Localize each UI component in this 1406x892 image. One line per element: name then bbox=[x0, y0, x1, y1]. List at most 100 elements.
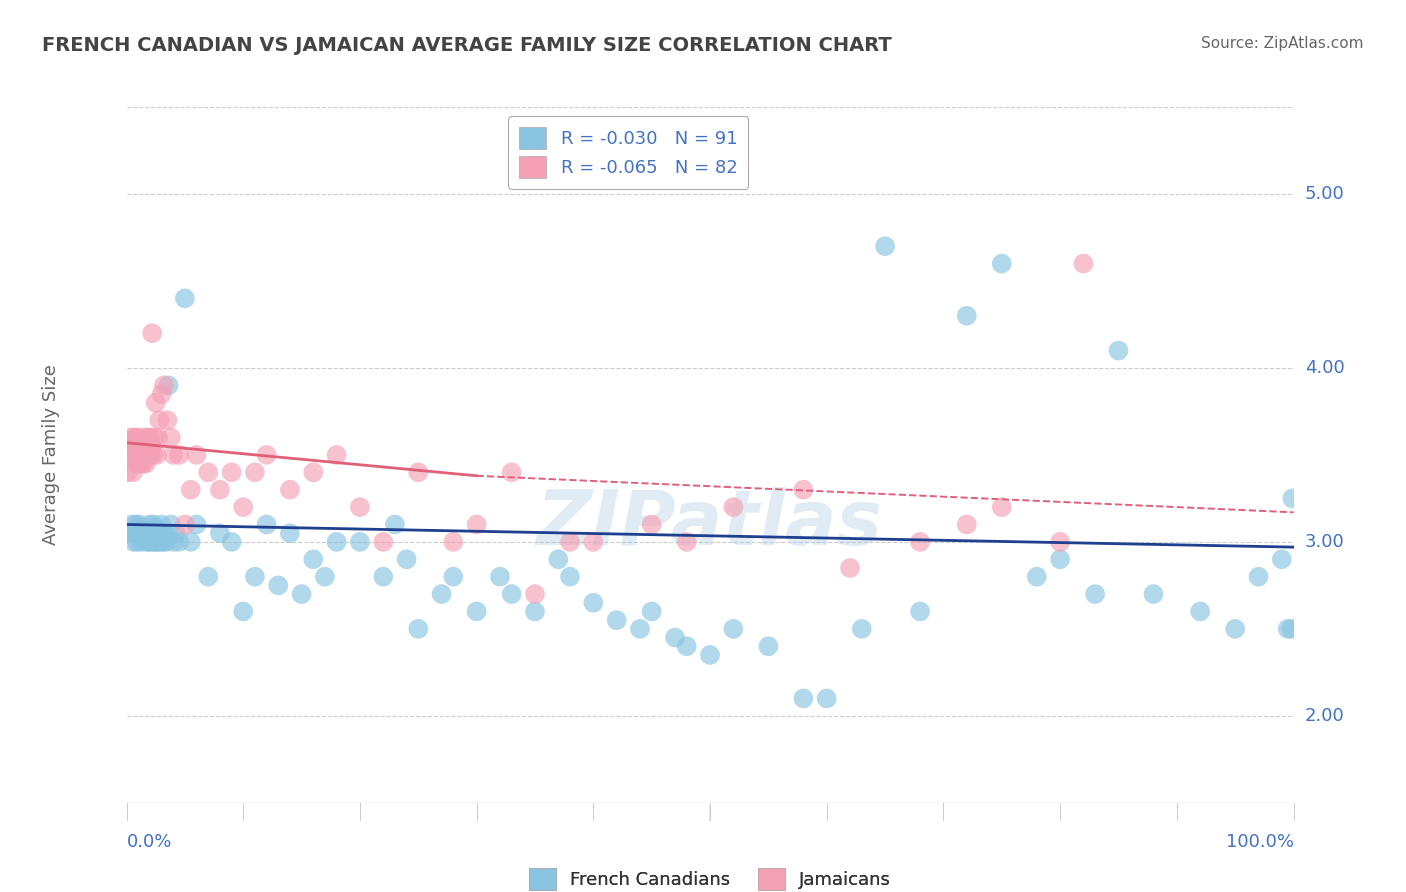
Point bbox=[138, 448, 160, 462]
Point bbox=[134, 448, 156, 462]
Point bbox=[129, 526, 152, 541]
Point bbox=[129, 457, 152, 471]
Point bbox=[122, 431, 145, 445]
Point bbox=[153, 526, 176, 541]
Point bbox=[723, 622, 745, 636]
Point bbox=[125, 517, 148, 532]
Point bbox=[208, 483, 231, 497]
Point bbox=[489, 570, 512, 584]
Point bbox=[582, 535, 605, 549]
Point bbox=[524, 587, 547, 601]
Point bbox=[1271, 552, 1294, 566]
Point bbox=[373, 570, 395, 584]
Point bbox=[373, 535, 395, 549]
Point bbox=[146, 448, 169, 462]
Point bbox=[132, 448, 155, 462]
Point bbox=[815, 691, 838, 706]
Point bbox=[524, 605, 547, 619]
Text: 0.0%: 0.0% bbox=[127, 833, 172, 851]
Point bbox=[141, 439, 163, 453]
Point bbox=[118, 439, 141, 453]
Point bbox=[606, 613, 628, 627]
Point bbox=[1073, 257, 1095, 271]
Point bbox=[208, 526, 231, 541]
Point bbox=[134, 524, 156, 539]
Point bbox=[349, 500, 371, 514]
Point bbox=[875, 239, 897, 253]
Point bbox=[125, 439, 148, 453]
Point bbox=[197, 466, 219, 480]
Point bbox=[136, 431, 159, 445]
Point bbox=[142, 517, 165, 532]
Point bbox=[139, 448, 162, 462]
Point bbox=[128, 517, 150, 532]
Point bbox=[141, 535, 163, 549]
Point bbox=[136, 439, 159, 453]
Point bbox=[152, 535, 174, 549]
Point bbox=[1025, 570, 1047, 584]
Point bbox=[143, 535, 166, 549]
Point bbox=[135, 535, 157, 549]
Text: 100.0%: 100.0% bbox=[1226, 833, 1294, 851]
Point bbox=[165, 526, 187, 541]
Point bbox=[129, 448, 152, 462]
Point bbox=[558, 535, 581, 549]
Point bbox=[131, 431, 153, 445]
Point bbox=[290, 587, 312, 601]
Point bbox=[186, 448, 208, 462]
Point bbox=[146, 526, 169, 541]
Point bbox=[129, 448, 152, 462]
Point bbox=[267, 578, 290, 592]
Point bbox=[1279, 622, 1302, 636]
Point bbox=[547, 552, 569, 566]
Point bbox=[1223, 622, 1247, 636]
Point bbox=[1142, 587, 1164, 601]
Point bbox=[149, 526, 172, 541]
Point bbox=[139, 517, 162, 532]
Point bbox=[243, 570, 266, 584]
Point bbox=[128, 448, 150, 462]
Point bbox=[148, 535, 170, 549]
Point bbox=[990, 257, 1012, 271]
Point bbox=[125, 535, 148, 549]
Point bbox=[125, 431, 148, 445]
Point bbox=[124, 526, 146, 541]
Point bbox=[121, 448, 143, 462]
Point bbox=[1108, 343, 1130, 358]
Point bbox=[134, 439, 156, 453]
Point bbox=[136, 448, 159, 462]
Text: 5.00: 5.00 bbox=[1305, 185, 1344, 203]
Point bbox=[180, 535, 202, 549]
Point bbox=[1247, 570, 1270, 584]
Point bbox=[143, 431, 166, 445]
Point bbox=[139, 526, 162, 541]
Point bbox=[640, 605, 664, 619]
Point bbox=[131, 439, 153, 453]
Point bbox=[122, 466, 145, 480]
Point bbox=[243, 466, 266, 480]
Point bbox=[174, 291, 197, 305]
Point bbox=[132, 521, 155, 535]
Point bbox=[174, 517, 197, 532]
Point bbox=[146, 535, 169, 549]
Point bbox=[135, 457, 157, 471]
Point bbox=[325, 448, 347, 462]
Point bbox=[139, 431, 162, 445]
Point bbox=[278, 526, 301, 541]
Text: Average Family Size: Average Family Size bbox=[42, 365, 59, 545]
Point bbox=[121, 517, 143, 532]
Point bbox=[908, 605, 931, 619]
Point bbox=[1281, 491, 1303, 506]
Legend: French Canadians, Jamaicans: French Canadians, Jamaicans bbox=[522, 861, 898, 892]
Point bbox=[1277, 622, 1299, 636]
Point bbox=[756, 639, 779, 653]
Text: ZIPatlas: ZIPatlas bbox=[537, 488, 883, 561]
Point bbox=[699, 648, 721, 662]
Point bbox=[118, 526, 141, 541]
Point bbox=[124, 448, 146, 462]
Point bbox=[131, 535, 153, 549]
Point bbox=[138, 535, 160, 549]
Point bbox=[125, 448, 148, 462]
Point bbox=[675, 639, 697, 653]
Point bbox=[157, 378, 180, 392]
